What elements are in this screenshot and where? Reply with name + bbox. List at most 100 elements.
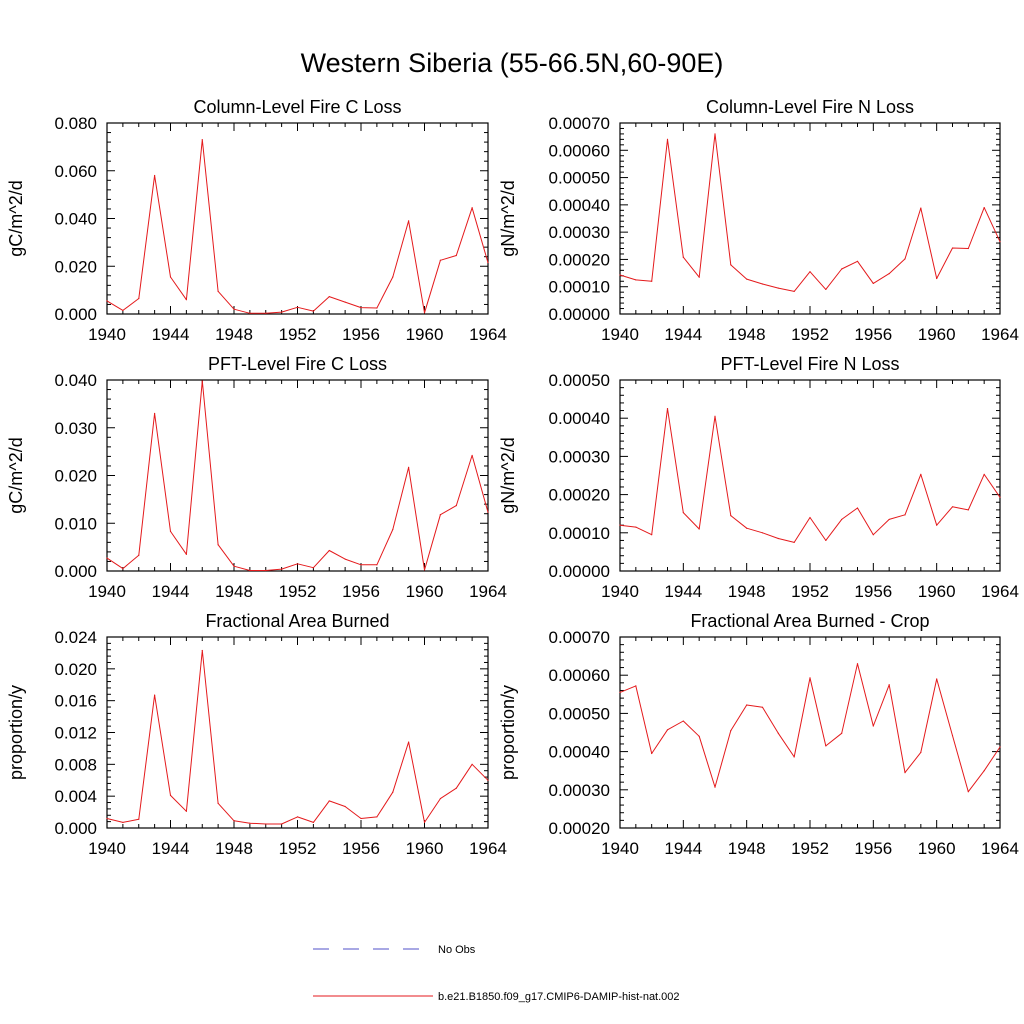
data-point bbox=[793, 541, 795, 543]
data-point bbox=[635, 685, 637, 687]
data-point bbox=[423, 821, 426, 824]
data-point bbox=[920, 751, 922, 753]
x-tick-label: 1952 bbox=[791, 839, 829, 858]
data-point bbox=[682, 720, 684, 722]
data-point bbox=[841, 518, 843, 521]
data-point bbox=[825, 288, 827, 291]
data-point bbox=[471, 763, 473, 765]
legend: No Obs b.e21.B1850.f09_g17.CMIP6-DAMIP-hi… bbox=[313, 944, 680, 1003]
panel-title: Fractional Area Burned bbox=[205, 611, 389, 631]
x-tick-label: 1940 bbox=[601, 325, 639, 344]
data-point bbox=[344, 805, 346, 808]
data-point bbox=[856, 260, 859, 262]
chart-panel-5: 1940 1944 1948 1952 1956 1960 1964 0.000 0.004 0.… bbox=[6, 611, 507, 858]
data-point bbox=[328, 295, 330, 298]
data-point bbox=[265, 312, 267, 314]
panel-title: PFT-Level Fire N Loss bbox=[720, 354, 899, 374]
data-point bbox=[281, 311, 283, 313]
x-tick-label: 1960 bbox=[406, 325, 444, 344]
x-tick-label: 1960 bbox=[406, 839, 444, 858]
data-point bbox=[999, 241, 1001, 243]
data-point bbox=[904, 514, 906, 516]
x-tick-label: 1952 bbox=[279, 325, 317, 344]
panel-title: Column-Level Fire C Loss bbox=[193, 97, 401, 117]
series-line bbox=[619, 663, 1001, 793]
data-point bbox=[920, 473, 922, 475]
y-axis-label: proportion/y bbox=[498, 685, 518, 780]
y-axis-label: gN/m^2/d bbox=[498, 180, 518, 256]
data-point bbox=[777, 537, 779, 540]
data-point bbox=[154, 174, 156, 177]
chart-panel-3: 1940 1944 1948 1952 1956 1960 1964 0.000 0.010 0.… bbox=[6, 354, 507, 601]
data-point bbox=[344, 558, 346, 560]
panel-title: Fractional Area Burned - Crop bbox=[690, 611, 929, 631]
y-tick-label: 0.00030 bbox=[549, 223, 610, 242]
data-point bbox=[408, 220, 410, 222]
data-point bbox=[408, 466, 410, 468]
data-point bbox=[904, 258, 906, 260]
y-tick-label: 0.024 bbox=[54, 628, 97, 647]
y-tick-label: 0.00050 bbox=[549, 371, 610, 390]
data-point bbox=[217, 544, 219, 546]
x-tick-label: 1944 bbox=[152, 839, 190, 858]
legend-label-model: b.e21.B1850.f09_g17.CMIP6-DAMIP-hist-nat… bbox=[438, 991, 680, 1003]
data-point bbox=[651, 280, 653, 282]
data-point bbox=[249, 569, 251, 572]
data-point bbox=[761, 532, 764, 534]
data-point bbox=[698, 735, 700, 737]
data-point bbox=[106, 300, 108, 302]
x-tick-label: 1952 bbox=[279, 839, 317, 858]
y-tick-label: 0.010 bbox=[54, 514, 97, 533]
data-point bbox=[999, 746, 1001, 748]
y-tick-label: 0.00020 bbox=[549, 819, 610, 838]
data-point bbox=[841, 732, 843, 734]
data-point bbox=[265, 823, 267, 825]
y-axis-label: proportion/y bbox=[6, 685, 26, 780]
x-tick-label: 1956 bbox=[342, 839, 380, 858]
x-tick-label: 1944 bbox=[664, 582, 702, 601]
plot-frame bbox=[619, 636, 1001, 829]
data-point bbox=[439, 259, 441, 261]
data-point bbox=[746, 278, 748, 280]
y-tick-label: 0.00070 bbox=[549, 628, 610, 647]
data-point bbox=[825, 539, 827, 542]
data-point bbox=[360, 564, 362, 566]
data-point bbox=[825, 745, 827, 747]
plot-frame bbox=[619, 379, 1001, 572]
y-tick-label: 0.00050 bbox=[549, 169, 610, 188]
data-point bbox=[201, 649, 203, 652]
data-point bbox=[487, 262, 489, 264]
y-tick-label: 0.060 bbox=[54, 162, 97, 181]
x-tick-label: 1948 bbox=[215, 839, 253, 858]
data-point bbox=[471, 207, 473, 209]
data-point bbox=[265, 569, 267, 572]
data-point bbox=[233, 308, 235, 310]
data-point bbox=[856, 663, 859, 665]
data-point bbox=[856, 507, 859, 509]
y-tick-label: 0.000 bbox=[54, 562, 97, 581]
x-tick-label: 1952 bbox=[279, 582, 317, 601]
x-tick-label: 1940 bbox=[88, 325, 126, 344]
y-tick-label: 0.040 bbox=[54, 210, 97, 229]
y-tick-label: 0.00020 bbox=[549, 486, 610, 505]
data-point bbox=[217, 802, 219, 804]
series-line bbox=[106, 380, 489, 571]
data-point bbox=[730, 264, 732, 266]
y-tick-label: 0.00040 bbox=[549, 743, 610, 762]
x-tick-label: 1960 bbox=[918, 582, 956, 601]
data-point bbox=[201, 380, 203, 382]
data-point bbox=[360, 306, 362, 309]
x-tick-label: 1944 bbox=[664, 839, 702, 858]
data-point bbox=[746, 527, 748, 529]
y-tick-label: 0.00020 bbox=[549, 250, 610, 269]
data-point bbox=[714, 415, 716, 417]
legend-label-no-obs: No Obs bbox=[438, 944, 476, 956]
chart-panel-2: 1940 1944 1948 1952 1956 1960 1964 0.00000 0.000… bbox=[498, 97, 1019, 344]
data-point bbox=[635, 526, 637, 528]
data-point bbox=[951, 247, 954, 249]
data-point bbox=[169, 276, 172, 278]
data-point bbox=[777, 732, 779, 734]
data-point bbox=[138, 554, 140, 556]
data-point bbox=[392, 528, 394, 531]
